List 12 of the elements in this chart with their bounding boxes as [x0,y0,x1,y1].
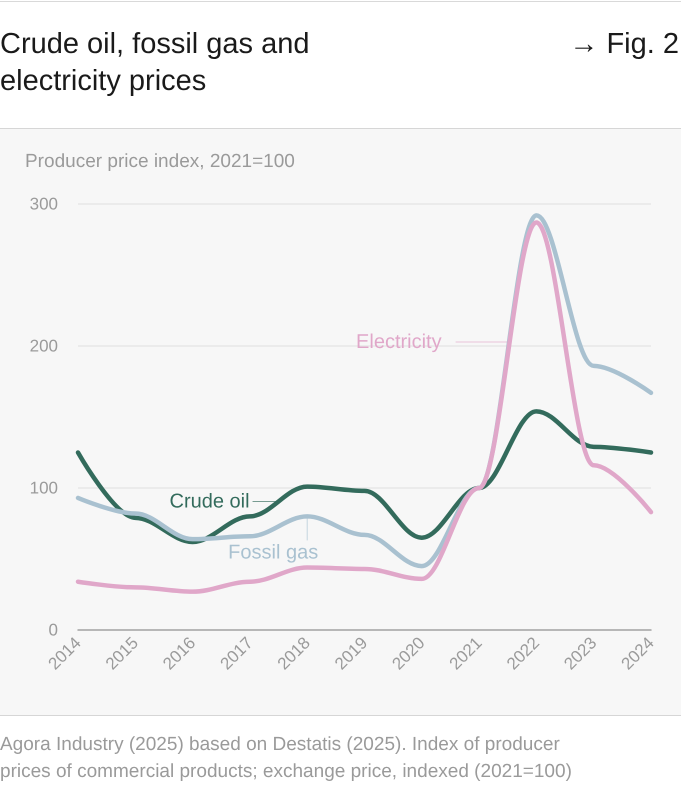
series-label: Fossil gas [228,541,318,564]
y-tick-label: 200 [30,336,58,356]
text: Agora Industry (2025) based on Destatis (2025). Index of producer prices of commercial products; exchange price, indexed (2021=100) [0,733,573,784]
y-tick-label: 100 [30,478,58,498]
line-series [76,409,654,544]
y-axis-title: Producer price index, 2021=100 [25,151,295,172]
y-tick-label: 300 [30,194,58,214]
text: → Fig. 2 [569,27,679,62]
series-label: Crude oil [170,490,250,512]
chart-title: Crude oil, fossil gas and electricity prices [0,27,310,99]
y-tick-label: 0 [48,620,58,640]
text: Electricity [356,330,442,353]
